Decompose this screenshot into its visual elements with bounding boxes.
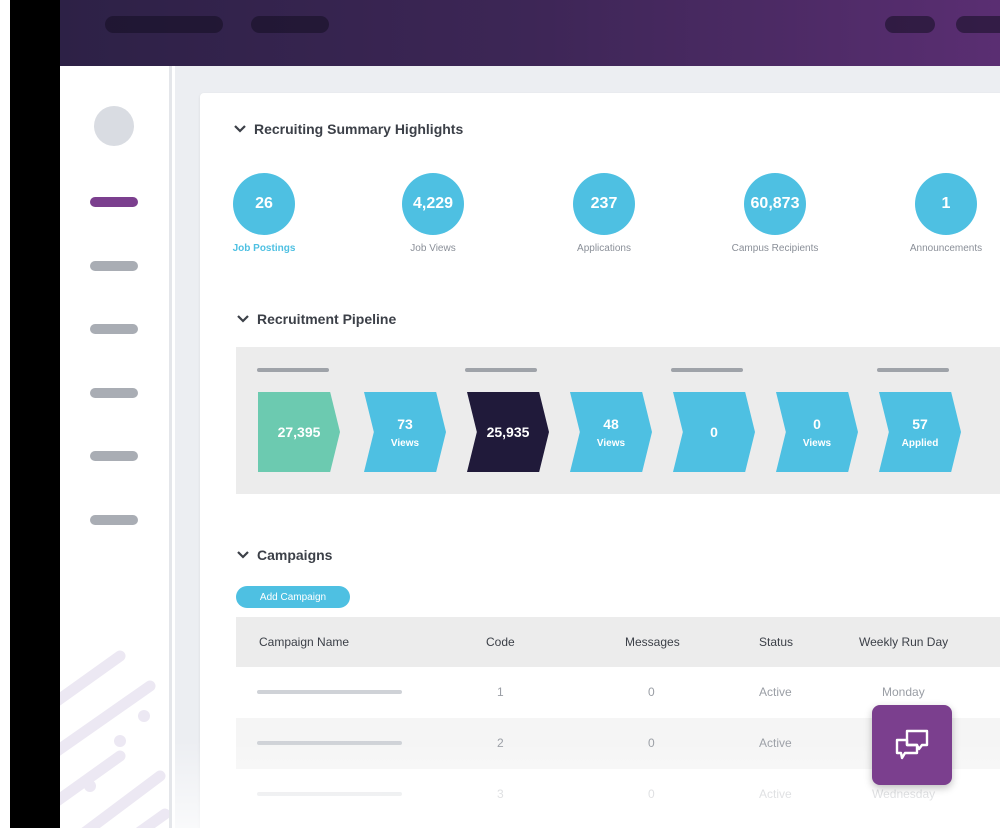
sidebar [60, 66, 172, 828]
pipeline-step-value: 0 [813, 415, 821, 432]
pipeline-step[interactable]: 27,395 [258, 392, 340, 472]
nav-pill-1[interactable] [105, 16, 223, 33]
sidebar-decoration [60, 650, 169, 828]
cell-status: Active [759, 685, 792, 699]
cell-messages: 0 [648, 787, 655, 801]
stat-circle: 26 [233, 173, 295, 235]
cell-code: 3 [497, 787, 504, 801]
stat-applications[interactable]: 237 Applications [529, 173, 679, 254]
pipeline-step-value: 57 [912, 415, 928, 432]
stat-job-views[interactable]: 4,229 Job Views [358, 173, 508, 254]
chevron-down-icon [234, 125, 246, 133]
pipeline-stage-label [671, 368, 743, 372]
column-header-code[interactable]: Code [486, 635, 515, 649]
chat-button[interactable] [872, 705, 952, 785]
stat-label: Campus Recipients [731, 243, 819, 254]
campaign-name-placeholder [257, 690, 402, 694]
pipeline-section-header[interactable]: Recruitment Pipeline [237, 311, 396, 327]
stat-label: Job Postings [232, 243, 296, 254]
top-navigation-bar [60, 0, 1000, 66]
pipeline-step[interactable]: 73 Views [364, 392, 446, 472]
stat-job-postings[interactable]: 26 Job Postings [189, 173, 339, 254]
pipeline-stage-label [465, 368, 537, 372]
chevron-down-icon [237, 315, 249, 323]
pipeline-title: Recruitment Pipeline [257, 311, 397, 327]
pipeline-step-sub: Views [596, 437, 626, 449]
table-header: Campaign Name Code Messages Status Weekl… [236, 617, 1000, 667]
pipeline-stage-label [257, 368, 329, 372]
cell-run-day: Monday [882, 685, 925, 699]
pipeline-step-value: 48 [603, 415, 619, 432]
pipeline-step[interactable]: 0 [673, 392, 755, 472]
stat-circle: 1 [915, 173, 977, 235]
add-campaign-button[interactable]: Add Campaign [236, 586, 350, 608]
pipeline-step[interactable]: 0 Views [776, 392, 858, 472]
nav-pill-4[interactable] [956, 16, 1000, 33]
pipeline-step[interactable]: 25,935 [467, 392, 549, 472]
sidebar-item-5[interactable] [90, 451, 138, 461]
pipeline-stage-label [877, 368, 949, 372]
cell-messages: 0 [648, 685, 655, 699]
nav-pill-2[interactable] [251, 16, 329, 33]
pipeline-step-value: 27,395 [277, 424, 321, 440]
summary-section-header[interactable]: Recruiting Summary Highlights [234, 121, 463, 137]
campaign-name-placeholder [257, 792, 402, 796]
sidebar-item-3[interactable] [90, 324, 138, 334]
cell-code: 2 [497, 736, 504, 750]
pipeline-step[interactable]: 48 Views [570, 392, 652, 472]
pipeline-panel: 27,395 73 Views 25,935 48 Views 0 0 View… [236, 347, 1000, 494]
pipeline-step[interactable]: 57 Applied [879, 392, 961, 472]
cell-messages: 0 [648, 736, 655, 750]
column-header-messages[interactable]: Messages [625, 635, 680, 649]
sidebar-item-2[interactable] [90, 261, 138, 271]
stat-label: Applications [577, 243, 631, 254]
avatar[interactable] [94, 106, 134, 146]
chat-bubbles-icon [895, 729, 929, 760]
cell-status: Active [759, 736, 792, 750]
nav-pill-3[interactable] [885, 16, 935, 33]
table-row[interactable]: 1 0 Active Monday [236, 667, 1000, 718]
pipeline-step-value: 73 [397, 415, 413, 432]
column-header-campaign-name[interactable]: Campaign Name [259, 635, 350, 649]
pipeline-step-sub: Views [802, 437, 832, 449]
campaigns-section-header[interactable]: Campaigns [237, 547, 332, 563]
sidebar-item-4[interactable] [90, 388, 138, 398]
sidebar-item-active[interactable] [90, 197, 138, 207]
cell-status: Active [759, 787, 792, 801]
sidebar-item-6[interactable] [90, 515, 138, 525]
stat-circle: 60,873 [744, 173, 806, 235]
campaign-name-placeholder [257, 741, 402, 745]
stat-campus-recipients[interactable]: 60,873 Campus Recipients [700, 173, 850, 254]
campaigns-title: Campaigns [257, 547, 333, 563]
pipeline-step-value: 25,935 [486, 424, 530, 440]
pipeline-step-value: 0 [710, 424, 718, 440]
pipeline-step-sub: Applied [901, 437, 939, 449]
device-bezel [0, 0, 60, 828]
cell-code: 1 [497, 685, 504, 699]
stat-label: Announcements [909, 243, 983, 254]
stat-circle: 237 [573, 173, 635, 235]
pipeline-step-sub: Views [390, 437, 420, 449]
column-header-weekly-run-day[interactable]: Weekly Run Day [859, 635, 949, 649]
stat-announcements[interactable]: 1 Announcements [871, 173, 1000, 254]
column-header-status[interactable]: Status [759, 635, 794, 649]
stat-circle: 4,229 [402, 173, 464, 235]
summary-title: Recruiting Summary Highlights [254, 121, 464, 137]
stat-label: Job Views [410, 243, 456, 254]
chevron-down-icon [237, 551, 249, 559]
